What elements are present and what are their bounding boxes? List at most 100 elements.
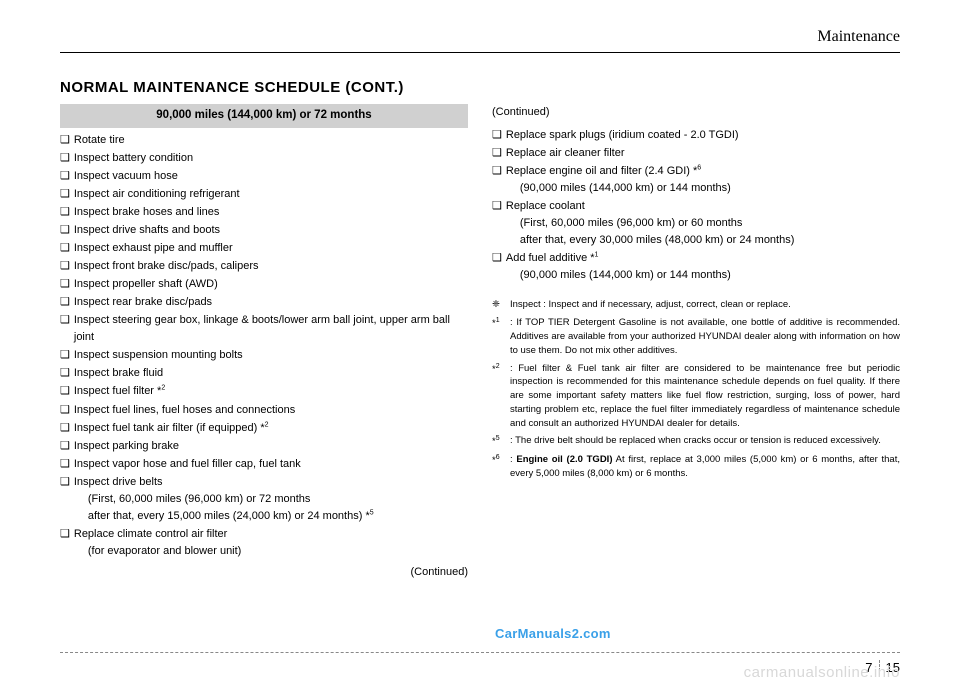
footnote-row: *6: Engine oil (2.0 TGDI) At first, repl…: [492, 453, 900, 481]
footnote-row: *1: If TOP TIER Detergent Gasoline is no…: [492, 316, 900, 357]
item-text: Inspect brake hoses and lines: [74, 204, 468, 221]
list-item: ❑Inspect battery condition: [60, 150, 468, 167]
bullet-icon: ❑: [60, 222, 70, 239]
list-item: ❑Inspect brake hoses and lines: [60, 204, 468, 221]
item-text: Inspect brake fluid: [74, 365, 468, 382]
item-text: Inspect propeller shaft (AWD): [74, 276, 468, 293]
footnote-text: : Fuel filter & Fuel tank air filter are…: [510, 362, 900, 431]
list-item: ❑Inspect drive shafts and boots: [60, 222, 468, 239]
bullet-icon: ❑: [60, 420, 70, 437]
list-item: ❑Inspect propeller shaft (AWD): [60, 276, 468, 293]
footnote-text: : Engine oil (2.0 TGDI) At first, replac…: [510, 453, 900, 481]
bullet-icon: ❑: [60, 276, 70, 293]
item-text: Replace spark plugs (iridium coated - 2.…: [506, 127, 900, 144]
bullet-icon: ❑: [60, 456, 70, 473]
footnote-symbol: ❈: [492, 298, 510, 312]
bullet-icon: ❑: [60, 186, 70, 203]
item-text: Inspect vapor hose and fuel filler cap, …: [74, 456, 468, 473]
item-text: Inspect front brake disc/pads, calipers: [74, 258, 468, 275]
bullet-icon: ❑: [60, 240, 70, 257]
item-text: Replace climate control air filter(for e…: [74, 526, 468, 560]
list-item: ❑Inspect suspension mounting bolts: [60, 347, 468, 364]
right-column: (Continued) ❑Replace spark plugs (iridiu…: [492, 104, 900, 581]
list-item: ❑Rotate tire: [60, 132, 468, 149]
item-text: Replace air cleaner filter: [506, 145, 900, 162]
item-text: Inspect battery condition: [74, 150, 468, 167]
footnote-row: *2: Fuel filter & Fuel tank air filter a…: [492, 362, 900, 431]
item-text: Inspect rear brake disc/pads: [74, 294, 468, 311]
item-text: Replace coolant(First, 60,000 miles (96,…: [506, 198, 900, 249]
list-item: ❑Inspect vapor hose and fuel filler cap,…: [60, 456, 468, 473]
footer-rule: [60, 652, 900, 653]
item-text: Inspect vacuum hose: [74, 168, 468, 185]
bullet-icon: ❑: [60, 168, 70, 185]
bullet-icon: ❑: [60, 294, 70, 311]
list-item: ❑Replace engine oil and filter (2.4 GDI)…: [492, 163, 900, 197]
bullet-icon: ❑: [60, 132, 70, 149]
footnotes: ❈Inspect : Inspect and if necessary, adj…: [492, 298, 900, 480]
bullet-icon: ❑: [60, 150, 70, 167]
list-item: ❑Inspect fuel filter *2: [60, 383, 468, 400]
bullet-icon: ❑: [492, 250, 502, 284]
continued-marker: (Continued): [60, 564, 468, 581]
section-title: NORMAL MAINTENANCE SCHEDULE (CONT.): [60, 79, 900, 96]
footnote-symbol: *5: [492, 434, 510, 449]
list-item: ❑Inspect exhaust pipe and muffler: [60, 240, 468, 257]
footnote-symbol: *6: [492, 453, 510, 481]
schedule-header: 90,000 miles (144,000 km) or 72 months: [60, 104, 468, 128]
section-header: Maintenance: [60, 28, 900, 53]
list-item: ❑Inspect fuel lines, fuel hoses and conn…: [60, 402, 468, 419]
item-text: Inspect steering gear box, linkage & boo…: [74, 312, 468, 346]
list-item: ❑Replace climate control air filter(for …: [60, 526, 468, 560]
footnote-text: : If TOP TIER Detergent Gasoline is not …: [510, 316, 900, 357]
footnote-text: Inspect : Inspect and if necessary, adju…: [510, 298, 900, 312]
item-text: Inspect fuel filter *2: [74, 383, 468, 400]
bullet-icon: ❑: [60, 204, 70, 221]
footnote-row: ❈Inspect : Inspect and if necessary, adj…: [492, 298, 900, 312]
list-item: ❑Replace spark plugs (iridium coated - 2…: [492, 127, 900, 144]
bullet-icon: ❑: [60, 526, 70, 560]
item-text: Add fuel additive *1(90,000 miles (144,0…: [506, 250, 900, 284]
list-item: ❑Inspect vacuum hose: [60, 168, 468, 185]
bullet-icon: ❑: [60, 402, 70, 419]
item-text: Inspect exhaust pipe and muffler: [74, 240, 468, 257]
item-text: Inspect drive shafts and boots: [74, 222, 468, 239]
list-item: ❑Add fuel additive *1(90,000 miles (144,…: [492, 250, 900, 284]
list-item: ❑Replace air cleaner filter: [492, 145, 900, 162]
bullet-icon: ❑: [492, 198, 502, 249]
list-item: ❑Inspect drive belts(First, 60,000 miles…: [60, 474, 468, 525]
item-text: Inspect fuel tank air filter (if equippe…: [74, 420, 468, 437]
footnote-symbol: *2: [492, 362, 510, 431]
bullet-icon: ❑: [60, 258, 70, 275]
left-column: 90,000 miles (144,000 km) or 72 months ❑…: [60, 104, 468, 581]
bullet-icon: ❑: [60, 347, 70, 364]
list-item: ❑Inspect air conditioning refrigerant: [60, 186, 468, 203]
list-item: ❑Inspect front brake disc/pads, calipers: [60, 258, 468, 275]
list-item: ❑Inspect fuel tank air filter (if equipp…: [60, 420, 468, 437]
bullet-icon: ❑: [492, 127, 502, 144]
item-text: Inspect air conditioning refrigerant: [74, 186, 468, 203]
continued-marker: (Continued): [492, 104, 900, 121]
watermark: carmanualsonline.info: [744, 664, 900, 681]
footnote-row: *5: The drive belt should be replaced wh…: [492, 434, 900, 449]
bullet-icon: ❑: [492, 145, 502, 162]
list-item: ❑Inspect parking brake: [60, 438, 468, 455]
list-item: ❑Inspect steering gear box, linkage & bo…: [60, 312, 468, 346]
item-text: Replace engine oil and filter (2.4 GDI) …: [506, 163, 900, 197]
footnote-text: : The drive belt should be replaced when…: [510, 434, 900, 449]
bullet-icon: ❑: [492, 163, 502, 197]
item-text: Rotate tire: [74, 132, 468, 149]
bullet-icon: ❑: [60, 365, 70, 382]
watermark: CarManuals2.com: [495, 626, 611, 641]
list-item: ❑Inspect rear brake disc/pads: [60, 294, 468, 311]
item-text: Inspect suspension mounting bolts: [74, 347, 468, 364]
item-text: Inspect fuel lines, fuel hoses and conne…: [74, 402, 468, 419]
item-text: Inspect parking brake: [74, 438, 468, 455]
bullet-icon: ❑: [60, 474, 70, 525]
bullet-icon: ❑: [60, 383, 70, 400]
item-text: Inspect drive belts(First, 60,000 miles …: [74, 474, 468, 525]
bullet-icon: ❑: [60, 312, 70, 346]
bullet-icon: ❑: [60, 438, 70, 455]
footnote-symbol: *1: [492, 316, 510, 357]
list-item: ❑Inspect brake fluid: [60, 365, 468, 382]
